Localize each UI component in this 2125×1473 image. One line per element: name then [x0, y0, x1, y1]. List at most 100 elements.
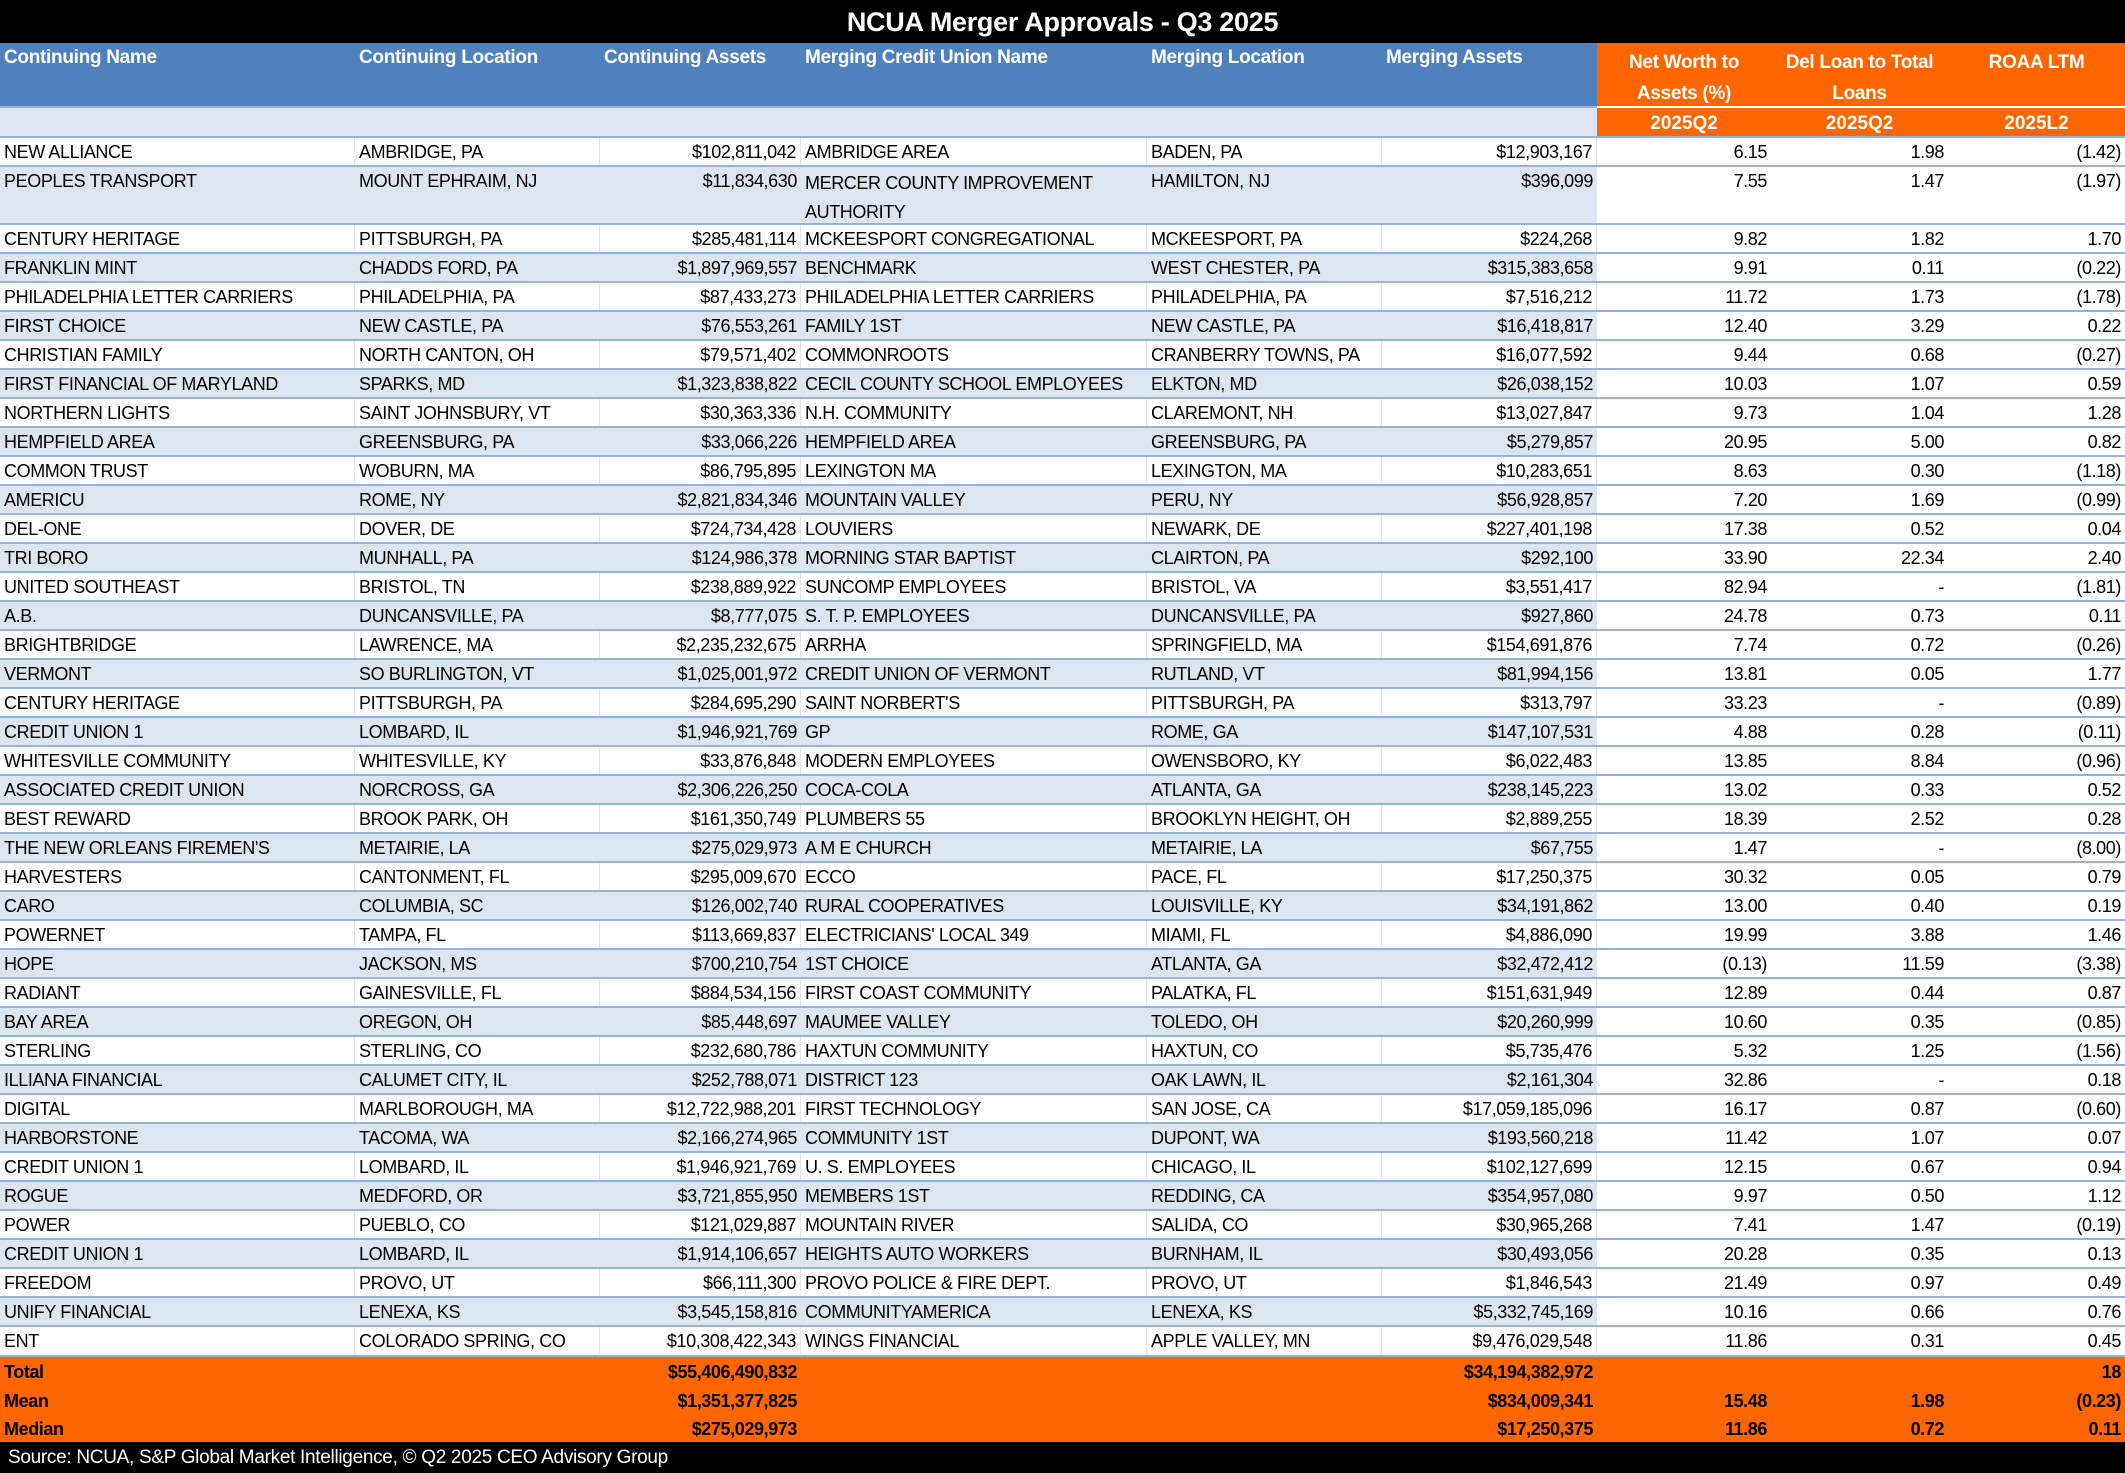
summary-label: Mean: [4, 1390, 49, 1411]
merger-table-body: NEW ALLIANCE AMBRIDGE, PA $102,811,042 AMBR…: [0, 136, 2125, 1354]
cell-net-worth: 11.72: [1725, 287, 1767, 307]
cell-merging-location: HAXTUN, CO: [1147, 1037, 1382, 1064]
cell-roaa: 0.79: [2087, 867, 2122, 887]
cell-continuing-assets: $1,323,838,822: [600, 370, 801, 397]
cell-del-loan: 1.07: [1910, 374, 1945, 394]
cell-merging-name: SAINT NORBERT'S: [801, 689, 1147, 716]
cell-net-worth: 10.03: [1723, 374, 1767, 394]
cell-merging-location: RUTLAND, VT: [1147, 660, 1382, 687]
cell-continuing-assets: $102,811,042: [600, 138, 801, 165]
cell-del-loan: 1.82: [1910, 229, 1945, 249]
cell-merging-assets: $67,755: [1382, 834, 1597, 861]
header-merging-name: Merging Credit Union Name: [801, 43, 1147, 106]
cell-merging-location: PACE, FL: [1147, 863, 1382, 890]
cell-merging-assets: $81,994,156: [1382, 660, 1597, 687]
table-row: BAY AREA OREGON, OH $85,448,697 MAUMEE VALL…: [0, 1006, 2125, 1035]
table-row: PHILADELPHIA LETTER CARRIERS PHILADELPHIA…: [0, 281, 2125, 310]
table-row: CREDIT UNION 1 LOMBARD, IL $1,946,921,769 G…: [0, 716, 2125, 745]
summary-del-loan: 1.98: [1910, 1390, 1945, 1411]
table-row: POWERNET TAMPA, FL $113,669,837 ELECTRICIAN…: [0, 919, 2125, 948]
cell-merging-assets: $151,631,949: [1382, 979, 1597, 1006]
table-row: UNIFY FINANCIAL LENEXA, KS $3,545,158,816 C…: [0, 1296, 2125, 1325]
cell-continuing-location: PUEBLO, CO: [355, 1211, 600, 1238]
cell-del-loan: 0.66: [1910, 1302, 1945, 1322]
cell-merging-location: TOLEDO, OH: [1147, 1008, 1382, 1035]
cell-merging-name: N.H. COMMUNITY: [801, 399, 1147, 426]
cell-net-worth: 9.97: [1733, 1186, 1768, 1206]
table-row: CHRISTIAN FAMILY NORTH CANTON, OH $79,571,…: [0, 339, 2125, 368]
cell-continuing-name: PHILADELPHIA LETTER CARRIERS: [0, 283, 355, 310]
cell-merging-assets: $396,099: [1382, 167, 1597, 223]
cell-continuing-location: SO BURLINGTON, VT: [355, 660, 600, 687]
summary-merging-assets: $34,194,382,972: [1463, 1362, 1594, 1382]
cell-del-loan: 8.84: [1910, 751, 1945, 771]
cell-net-worth: 19.99: [1723, 925, 1767, 945]
cell-merging-name: ELECTRICIANS' LOCAL 349: [801, 921, 1147, 948]
cell-net-worth: 7.41: [1733, 1215, 1768, 1235]
summary-label: Total: [4, 1362, 44, 1382]
cell-del-loan: 0.44: [1910, 983, 1945, 1003]
cell-roaa: 1.12: [2087, 1186, 2122, 1206]
cell-continuing-location: NORTH CANTON, OH: [355, 341, 600, 368]
cell-continuing-assets: $2,306,226,250: [600, 776, 801, 803]
cell-continuing-location: MEDFORD, OR: [355, 1182, 600, 1209]
cell-continuing-assets: $295,009,670: [600, 863, 801, 890]
cell-net-worth: 7.74: [1733, 635, 1768, 655]
table-row: STERLING STERLING, CO $232,680,786 HAXTUN C…: [0, 1035, 2125, 1064]
cell-continuing-assets: $79,571,402: [600, 341, 801, 368]
cell-continuing-location: LOMBARD, IL: [355, 1153, 600, 1180]
cell-merging-location: OAK LAWN, IL: [1147, 1066, 1382, 1093]
cell-continuing-location: METAIRIE, LA: [355, 834, 600, 861]
cell-merging-assets: $20,260,999: [1382, 1008, 1597, 1035]
cell-del-loan: 1.98: [1910, 142, 1945, 162]
cell-del-loan: 0.50: [1910, 1186, 1945, 1206]
table-row: BEST REWARD BROOK PARK, OH $161,350,749 PLU…: [0, 803, 2125, 832]
cell-continuing-location: MUNHALL, PA: [355, 544, 600, 571]
cell-merging-assets: $313,797: [1382, 689, 1597, 716]
cell-continuing-assets: $126,002,740: [600, 892, 801, 919]
cell-continuing-location: LOMBARD, IL: [355, 718, 600, 745]
cell-continuing-location: CALUMET CITY, IL: [355, 1066, 600, 1093]
cell-continuing-name: DEL-ONE: [0, 515, 355, 542]
cell-continuing-location: NEW CASTLE, PA: [355, 312, 600, 339]
cell-roaa: (0.99): [2076, 490, 2121, 510]
cell-continuing-location: WOBURN, MA: [355, 457, 600, 484]
table-title: NCUA Merger Approvals - Q3 2025: [0, 0, 2125, 43]
cell-merging-name: LEXINGTON MA: [801, 457, 1147, 484]
cell-del-loan: 0.87: [1910, 1099, 1945, 1119]
cell-merging-name: SUNCOMP EMPLOYEES: [801, 573, 1147, 600]
table-row: PEOPLES TRANSPORT MOUNT EPHRAIM, NJ $11,83…: [0, 165, 2125, 223]
cell-del-loan: 0.30: [1910, 461, 1945, 481]
cell-continuing-assets: $124,986,378: [600, 544, 801, 571]
cell-del-loan: 1.69: [1910, 490, 1945, 510]
cell-continuing-assets: $1,897,969,557: [600, 254, 801, 281]
cell-net-worth: 12.40: [1723, 316, 1767, 336]
cell-roaa: 0.04: [2087, 519, 2122, 539]
cell-net-worth: 6.15: [1733, 142, 1768, 162]
cell-continuing-location: PITTSBURGH, PA: [355, 225, 600, 252]
table-row: RADIANT GAINESVILLE, FL $884,534,156 FIRST …: [0, 977, 2125, 1006]
cell-merging-assets: $12,903,167: [1382, 138, 1597, 165]
table-row: FREEDOM PROVO, UT $66,111,300 PROVO POLICE …: [0, 1267, 2125, 1296]
cell-net-worth: 9.44: [1733, 345, 1768, 365]
cell-del-loan: 0.35: [1910, 1012, 1945, 1032]
cell-continuing-assets: $113,669,837: [600, 921, 801, 948]
source-footer: Source: NCUA, S&P Global Market Intellig…: [0, 1442, 2125, 1473]
cell-merging-assets: $34,191,862: [1382, 892, 1597, 919]
cell-continuing-name: CENTURY HERITAGE: [0, 225, 355, 252]
cell-merging-location: BROOKLYN HEIGHT, OH: [1147, 805, 1382, 832]
cell-continuing-location: STERLING, CO: [355, 1037, 600, 1064]
cell-continuing-name: DIGITAL: [0, 1095, 355, 1122]
cell-continuing-name: VERMONT: [0, 660, 355, 687]
cell-merging-assets: $7,516,212: [1382, 283, 1597, 310]
table-row: BRIGHTBRIDGE LAWRENCE, MA $2,235,232,675 AR…: [0, 629, 2125, 658]
cell-roaa: (0.26): [2076, 635, 2121, 655]
cell-net-worth: 18.39: [1723, 809, 1767, 829]
cell-merging-assets: $17,059,185,096: [1382, 1095, 1597, 1122]
cell-merging-location: CLAREMONT, NH: [1147, 399, 1382, 426]
cell-merging-assets: $5,332,745,169: [1382, 1298, 1597, 1325]
cell-roaa: 0.18: [2087, 1070, 2122, 1090]
cell-continuing-name: CENTURY HERITAGE: [0, 689, 355, 716]
cell-continuing-name: STERLING: [0, 1037, 355, 1064]
cell-del-loan: 0.68: [1910, 345, 1945, 365]
